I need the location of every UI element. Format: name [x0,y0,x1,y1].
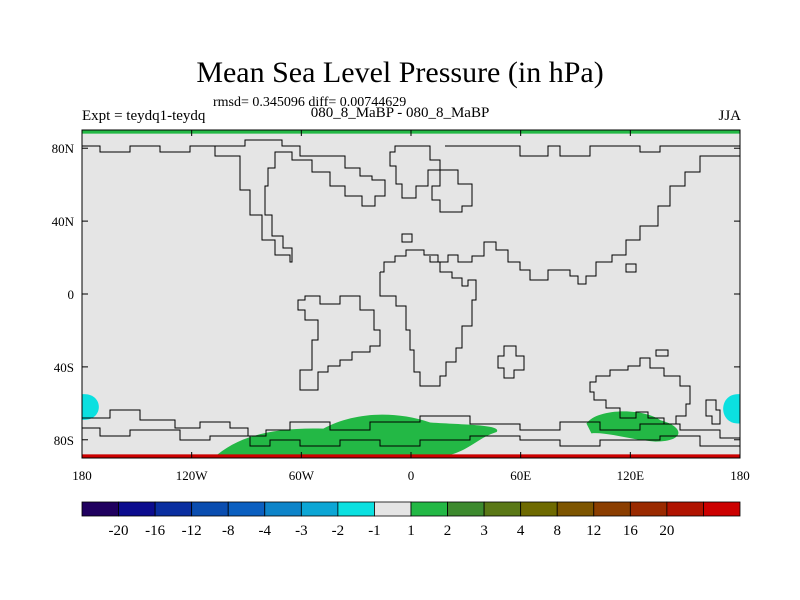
colorbar-swatch [556,501,595,517]
colorbar-label: -1 [368,523,381,539]
anomaly-antarctic-positive [213,414,498,458]
coastline-layer [82,139,740,447]
coastline-small-island [401,233,669,357]
colorbar-label: -20 [109,523,129,539]
anomaly-east-edge-negative [723,394,740,424]
colorbar-swatch [118,501,156,517]
colorbar-swatch [154,501,193,517]
colorbar-label: 20 [659,523,674,539]
colorbar-label: 4 [517,523,525,539]
y-tick-label: 80S [54,433,74,448]
colorbar-swatch [337,501,375,517]
colorbar-label: 3 [480,523,488,539]
coastline-eurasia [380,145,740,285]
x-tick-label: 0 [408,468,415,483]
colorbar-swatch [703,501,741,517]
colorbar-label: 1 [407,523,415,539]
colorbar-swatch [374,501,412,517]
x-tick-label: 60E [510,468,531,483]
colorbar-swatch [447,501,485,517]
season-label: JJA [718,108,741,124]
y-tick-label: 0 [68,287,75,302]
coastline-north-america [82,139,386,263]
colorbar-swatch [227,501,266,517]
colorbar-label: -3 [295,523,308,539]
case-label: 080_8_MaBP - 080_8_MaBP [310,105,490,121]
colorbar-swatch [520,501,558,517]
colorbar-swatch [410,501,448,517]
colorbar-label: 12 [586,523,601,539]
colorbar-swatch [629,501,668,517]
coastline-south-america [297,295,381,391]
colorbar-swatch [191,501,229,517]
colorbar-label: 8 [553,523,561,539]
colorbar: -20 -16 -12 -8 -4 -3 -2 -1 1 2 3 4 8 12 16 20 [81,501,741,539]
x-tick-label: 60W [289,468,315,483]
x-tick-label: 180 [730,468,750,483]
rmsd-diff-text: rmsd= 0.345096 diff= 0.00744629 [213,95,407,110]
colorbar-label: 2 [444,523,452,539]
colorbar-label: -2 [332,523,345,539]
coastline-antarctica [82,409,740,447]
colorbar-swatch [593,501,631,517]
anomaly-south-indian-positive [586,411,679,442]
colorbar-label: -16 [145,523,165,539]
x-tick-label: 180 [72,468,92,483]
colorbar-swatch [666,501,704,517]
y-tick-label: 80N [52,141,75,156]
axis-ticks: 180 120W 60W 0 60E 120E 180 80N 40N 0 40S 80S [52,130,750,483]
anomaly-west-edge-negative [82,394,99,420]
coastline-madagascar [497,345,525,379]
map-background [82,130,740,458]
colorbar-swatch [300,501,339,517]
map-panel: 180 120W 60W 0 60E 120E 180 80N 40N 0 40S 80S [52,129,750,483]
x-tick-label: 120E [617,468,645,483]
colorbar-label: 16 [623,523,639,539]
y-tick-label: 40N [52,214,75,229]
coastline-europe [431,169,473,213]
colorbar-swatch [264,501,302,517]
coastline-australia [589,357,691,425]
coastline-africa [379,256,477,387]
x-tick-label: 120W [176,468,209,483]
colorbar-swatch [483,501,522,517]
colorbar-label: -8 [222,523,235,539]
colorbar-swatch [81,501,119,517]
colorbar-label: -4 [259,523,272,539]
chart-title: Mean Sea Level Pressure (in hPa) [196,56,604,89]
experiment-label: Expt = teydq1-teydq [82,108,206,124]
y-tick-label: 40S [54,360,74,375]
colorbar-label: -12 [182,523,202,539]
coastline-new-zealand [705,399,721,425]
coastline-greenland [389,145,441,199]
